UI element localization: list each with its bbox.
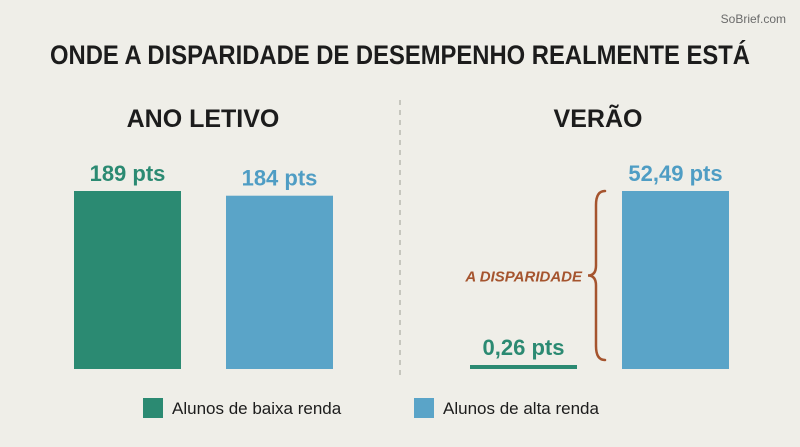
panel-title-school: ANO LETIVO bbox=[127, 105, 280, 133]
panel-summer: VERÃO 0,26 pts 52,49 pts A DISPARIDADE bbox=[464, 103, 729, 369]
gap-annotation: A DISPARIDADE bbox=[464, 269, 583, 286]
watermark: SoBrief.com bbox=[721, 12, 786, 26]
panel-title-summer: VERÃO bbox=[554, 103, 643, 133]
data-label-summer-low-income: 0,26 pts bbox=[483, 335, 565, 360]
legend-swatch-low-income bbox=[143, 398, 163, 418]
legend: Alunos de baixa renda Alunos de alta rend… bbox=[143, 398, 599, 418]
data-label-school-high-income: 184 pts bbox=[242, 166, 318, 191]
chart-title: ONDE A DISPARIDADE DE DESEMPENHO REALMEN… bbox=[50, 39, 750, 70]
data-label-summer-high-income: 52,49 pts bbox=[628, 161, 722, 186]
bar-school-low-income bbox=[74, 191, 181, 369]
gap-brace bbox=[587, 189, 607, 362]
legend-swatch-high-income bbox=[414, 398, 434, 418]
data-label-school-low-income: 189 pts bbox=[90, 161, 166, 186]
panel-school-year: ANO LETIVO 189 pts 184 pts bbox=[74, 105, 333, 369]
bar-summer-high-income bbox=[622, 191, 729, 369]
bar-summer-low-income bbox=[470, 365, 577, 369]
bar-school-high-income bbox=[226, 195, 333, 369]
legend-label-high-income: Alunos de alta renda bbox=[443, 399, 599, 418]
legend-label-low-income: Alunos de baixa renda bbox=[172, 399, 342, 418]
